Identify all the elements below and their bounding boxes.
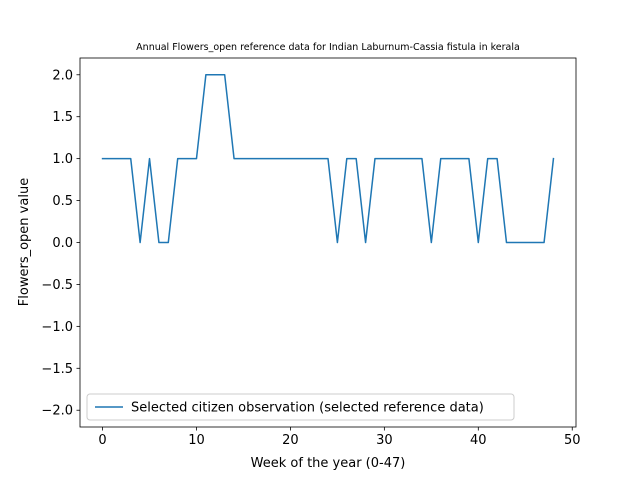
legend: Selected citizen observation (selected r… (86, 393, 515, 421)
x-tick-label: 10 (188, 433, 205, 448)
chart-title: Annual Flowers_open reference data for I… (136, 42, 520, 53)
y-tick-label: −1.5 (41, 362, 73, 377)
x-tick-label: 20 (282, 433, 299, 448)
series-line-0 (101, 74, 555, 244)
x-axis-label: Week of the year (0-47) (251, 456, 406, 471)
y-tick-label: 0.5 (52, 194, 73, 209)
y-tick-label: 1.5 (52, 110, 73, 125)
legend-label-0: Selected citizen observation (selected r… (131, 401, 484, 416)
legend-box (86, 393, 515, 421)
x-tick-label: 40 (470, 433, 487, 448)
x-tick-label: 50 (564, 433, 581, 448)
y-tick-label: 1.0 (52, 152, 73, 167)
y-axis-label: Flowers_open value (17, 178, 32, 306)
x-tick-label: 30 (376, 433, 393, 448)
y-tick-label: −1.0 (41, 320, 73, 335)
x-tick-label: 0 (98, 433, 106, 448)
y-tick-label: 0.0 (52, 236, 73, 251)
y-tick-label: −0.5 (41, 278, 73, 293)
plot-area: 0 10 20 30 40 50 −2.0 −1.5 −1.0 −0.5 0.0 0.5 1.0 1.5 2… (41, 57, 581, 448)
y-tick-label: 2.0 (52, 68, 73, 83)
y-tick-label: −2.0 (41, 404, 73, 419)
